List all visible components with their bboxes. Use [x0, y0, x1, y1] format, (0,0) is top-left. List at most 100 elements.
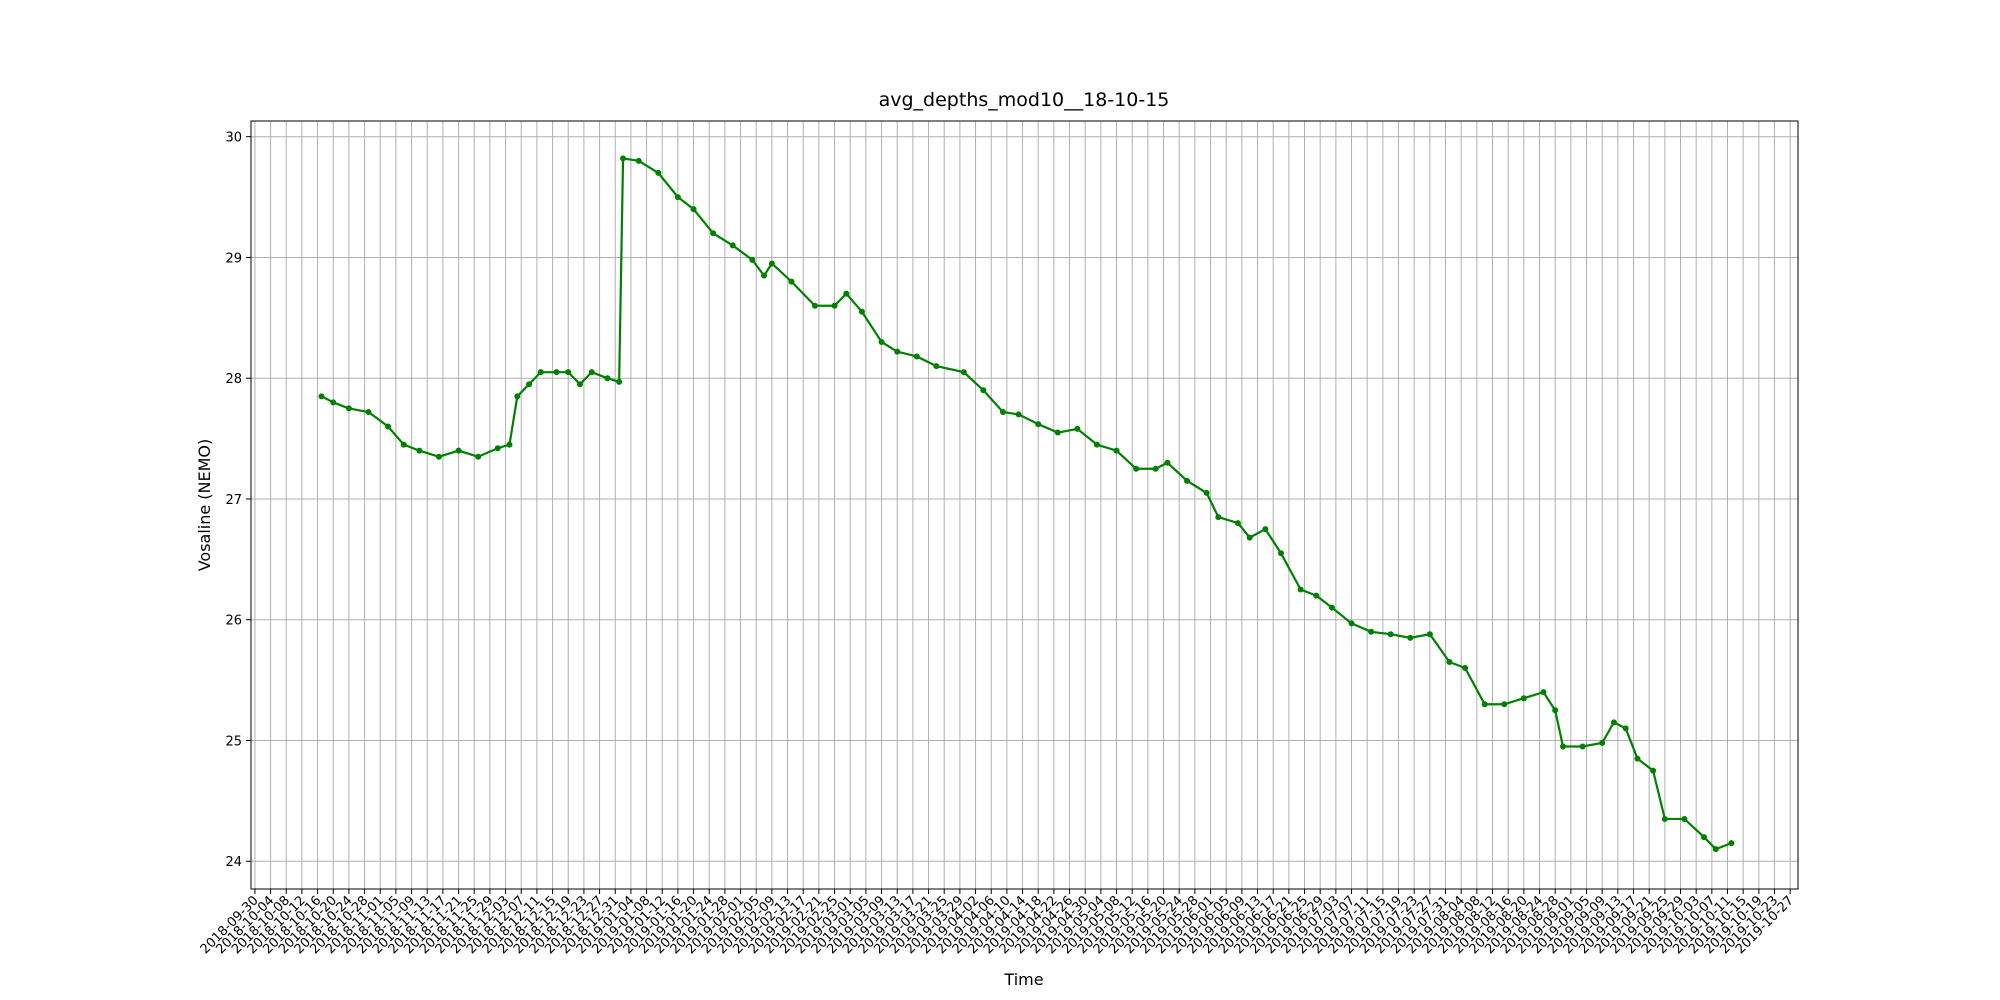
data-point: [1054, 429, 1061, 436]
data-point: [1520, 695, 1527, 702]
data-point: [933, 363, 940, 370]
data-point: [1501, 701, 1508, 708]
data-point: [616, 378, 623, 385]
data-point: [1246, 534, 1253, 541]
x-axis-label: Time: [1003, 970, 1043, 989]
data-point: [674, 194, 681, 201]
data-point: [710, 230, 717, 237]
data-point: [729, 242, 736, 249]
data-point: [1035, 421, 1042, 428]
y-tick-label: 26: [225, 614, 242, 629]
data-point: [635, 157, 642, 164]
data-point: [537, 369, 544, 376]
data-point: [980, 387, 987, 394]
chart-title: avg_depths_mod10__18-10-15: [879, 89, 1170, 111]
data-point: [1313, 592, 1320, 599]
data-point: [1152, 465, 1159, 472]
data-point: [365, 409, 372, 416]
data-point: [1661, 815, 1668, 822]
data-point: [604, 375, 611, 382]
data-point: [655, 169, 662, 176]
data-point: [788, 278, 795, 285]
data-point: [1650, 767, 1657, 774]
data-point: [1540, 689, 1547, 696]
data-point: [1074, 425, 1081, 432]
data-point: [1634, 755, 1641, 762]
data-point: [1599, 739, 1606, 746]
data-point: [858, 308, 865, 315]
data-point: [894, 348, 901, 355]
y-tick-label: 30: [225, 131, 242, 146]
data-point: [576, 381, 583, 388]
data-point: [831, 302, 838, 309]
data-point: [690, 206, 697, 213]
data-point: [1552, 707, 1559, 714]
data-point: [1297, 586, 1304, 593]
data-point: [1481, 701, 1488, 708]
data-point: [1015, 411, 1022, 418]
data-point: [878, 338, 885, 345]
data-point: [960, 369, 967, 376]
data-point: [1462, 665, 1469, 672]
data-point: [318, 393, 325, 400]
data-point: [1701, 834, 1708, 841]
data-point: [1234, 520, 1241, 527]
data-point: [1728, 840, 1735, 847]
y-tick-label: 25: [225, 734, 242, 749]
data-point: [588, 369, 595, 376]
data-point: [749, 256, 756, 263]
data-point: [1203, 489, 1210, 496]
data-point: [494, 445, 501, 452]
data-point: [330, 399, 337, 406]
data-point: [1387, 631, 1394, 638]
y-tick-label: 27: [225, 493, 242, 508]
data-point: [506, 441, 513, 448]
data-point: [1113, 447, 1120, 454]
data-point: [553, 369, 560, 376]
y-tick-label: 28: [225, 372, 242, 387]
data-point: [565, 369, 572, 376]
y-tick-label: 29: [225, 251, 242, 266]
data-point: [385, 423, 392, 430]
data-point: [843, 290, 850, 297]
data-point: [1328, 604, 1335, 611]
data-point: [435, 453, 442, 460]
data-point: [1426, 631, 1433, 638]
y-tick-label: 24: [225, 855, 242, 870]
data-point: [1579, 743, 1586, 750]
data-point: [1560, 743, 1567, 750]
data-point: [761, 272, 768, 279]
data-point: [416, 447, 423, 454]
data-point: [1093, 441, 1100, 448]
data-point: [1407, 634, 1414, 641]
data-point: [768, 260, 775, 267]
data-point: [1446, 658, 1453, 665]
data-point: [913, 353, 920, 360]
data-point: [1262, 526, 1269, 533]
data-point: [1278, 550, 1285, 557]
data-point: [475, 453, 482, 460]
plot-frame: [250, 120, 1799, 890]
data-point: [455, 447, 462, 454]
data-point: [620, 155, 627, 162]
data-point: [345, 405, 352, 412]
data-point: [1133, 465, 1140, 472]
data-point: [1368, 628, 1375, 635]
data-point: [1164, 459, 1171, 466]
data-point: [1712, 846, 1719, 853]
data-point: [526, 381, 533, 388]
data-point: [1681, 815, 1688, 822]
y-axis-label: Vosaline (NEMO): [195, 439, 214, 572]
data-point: [1184, 477, 1191, 484]
data-point: [999, 409, 1006, 416]
data-point: [1348, 620, 1355, 627]
data-point: [1610, 719, 1617, 726]
data-point: [514, 393, 521, 400]
data-point: [811, 302, 818, 309]
data-point: [1215, 514, 1222, 521]
series-line: [320, 157, 1732, 851]
data-point: [400, 441, 407, 448]
data-point: [1622, 725, 1629, 732]
